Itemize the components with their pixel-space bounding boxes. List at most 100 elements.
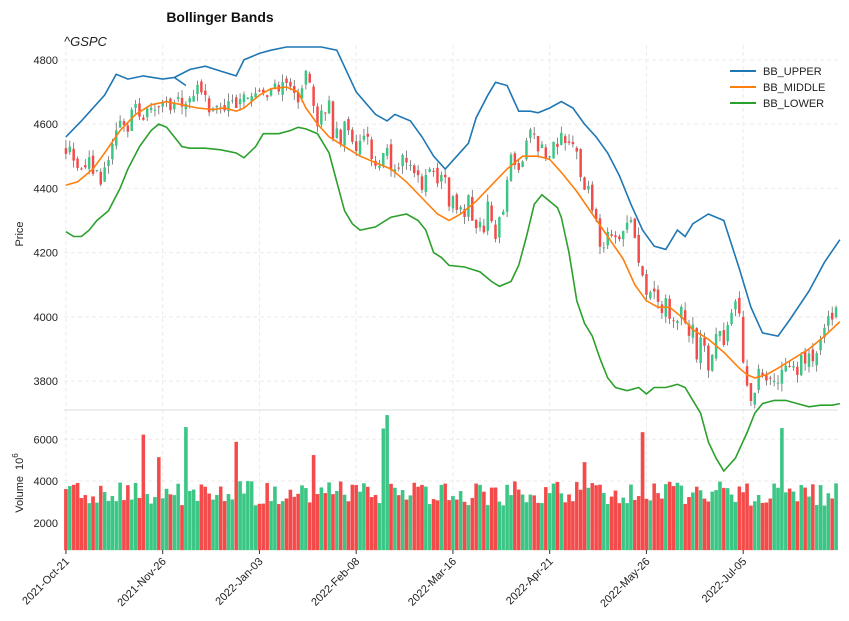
candle-body bbox=[246, 97, 250, 99]
volume-bar bbox=[524, 502, 529, 551]
volume-bar bbox=[722, 487, 726, 551]
candle-body bbox=[242, 94, 246, 103]
volume-bar bbox=[222, 501, 227, 551]
price-tick-label: 4800 bbox=[34, 55, 58, 67]
candle-body bbox=[676, 321, 679, 324]
volume-bar bbox=[613, 490, 618, 551]
candle-body bbox=[362, 135, 366, 140]
candle-body bbox=[695, 328, 698, 360]
candle-body bbox=[834, 307, 838, 317]
candle-body bbox=[502, 211, 505, 215]
volume-bar bbox=[71, 484, 76, 551]
volume-bar bbox=[505, 484, 509, 551]
volume-bar bbox=[671, 486, 676, 551]
candle-body bbox=[366, 133, 370, 137]
candle-body bbox=[351, 129, 354, 142]
volume-bar bbox=[749, 505, 753, 551]
volume-bar bbox=[602, 492, 606, 551]
candle-body bbox=[289, 81, 292, 87]
candle-body bbox=[354, 141, 358, 152]
candle-body bbox=[571, 141, 575, 145]
candle-body bbox=[776, 382, 780, 384]
volume-bar bbox=[574, 481, 579, 551]
candle-body bbox=[703, 338, 706, 346]
candle-body bbox=[722, 330, 726, 345]
legend-label: BB_LOWER bbox=[763, 98, 824, 110]
volume-bar bbox=[79, 497, 84, 551]
volume-bar bbox=[466, 505, 471, 551]
candle-body bbox=[749, 383, 753, 402]
price-axis-label: Price bbox=[14, 221, 26, 246]
volume-bar bbox=[737, 486, 742, 551]
candle-body bbox=[145, 108, 149, 118]
volume-bar bbox=[702, 498, 707, 551]
candle-body bbox=[772, 380, 776, 383]
candle-body bbox=[745, 366, 749, 386]
volume-bar bbox=[807, 496, 811, 551]
volume-bar bbox=[443, 483, 447, 551]
volume-bar bbox=[315, 494, 320, 551]
price-tick-label: 4600 bbox=[34, 119, 58, 131]
candle-body bbox=[370, 139, 373, 160]
volume-bar bbox=[296, 493, 300, 551]
volume-bar bbox=[756, 494, 761, 551]
volume-bar bbox=[594, 485, 598, 551]
candle-body bbox=[265, 95, 269, 97]
candle-body bbox=[238, 99, 242, 105]
volume-bar bbox=[458, 491, 463, 551]
volume-bar bbox=[424, 486, 428, 551]
volume-bar bbox=[520, 494, 525, 551]
candle-body bbox=[691, 324, 695, 338]
candle-body bbox=[618, 236, 621, 240]
volume-bar bbox=[230, 499, 235, 551]
candle-body bbox=[382, 153, 385, 166]
volume-bar bbox=[528, 494, 533, 551]
candle-body bbox=[575, 147, 579, 152]
candle-body bbox=[358, 140, 362, 155]
volume-bar bbox=[497, 501, 502, 551]
x-tick-label: 2021-Nov-26 bbox=[115, 556, 168, 609]
candle-body bbox=[610, 234, 613, 236]
candle-body bbox=[91, 155, 95, 174]
volume-bar bbox=[536, 502, 540, 551]
candle-body bbox=[308, 73, 311, 83]
volume-bar bbox=[389, 483, 393, 551]
volume-bar bbox=[273, 486, 277, 551]
candle-body bbox=[807, 353, 811, 367]
volume-bar bbox=[408, 495, 413, 551]
candle-body bbox=[335, 128, 339, 139]
candle-body bbox=[111, 143, 114, 160]
volume-bar bbox=[609, 496, 614, 551]
volume-bar bbox=[714, 490, 718, 551]
candle-body bbox=[401, 154, 404, 167]
volume-bar bbox=[95, 502, 99, 551]
candle-body bbox=[95, 169, 99, 171]
candle-body bbox=[207, 98, 211, 113]
candle-body bbox=[153, 109, 157, 111]
candle-body bbox=[621, 230, 625, 240]
volume-bar bbox=[323, 493, 328, 551]
volume-bar bbox=[590, 483, 595, 551]
volume-bar bbox=[544, 487, 548, 551]
candle-body bbox=[420, 176, 424, 190]
volume-bar bbox=[563, 502, 567, 551]
volume-bar bbox=[629, 484, 633, 551]
candle-body bbox=[494, 224, 497, 239]
candle-body bbox=[130, 109, 133, 131]
band-line-bb-lower bbox=[65, 123, 841, 473]
candle-body bbox=[331, 101, 335, 139]
volume-bar bbox=[605, 504, 610, 551]
candle-body bbox=[680, 306, 683, 318]
volume-bar bbox=[246, 481, 250, 551]
candle-body bbox=[490, 205, 493, 222]
volume-bar bbox=[710, 491, 715, 551]
candle-body bbox=[176, 97, 180, 100]
volume-bar bbox=[621, 497, 626, 551]
chart-title: Bollinger Bands bbox=[166, 9, 274, 25]
candle-body bbox=[606, 231, 609, 246]
volume-bar bbox=[416, 486, 420, 551]
volume-bar bbox=[276, 504, 281, 551]
candle-body bbox=[161, 101, 164, 107]
volume-bar bbox=[571, 501, 575, 551]
candle-body bbox=[509, 154, 513, 181]
